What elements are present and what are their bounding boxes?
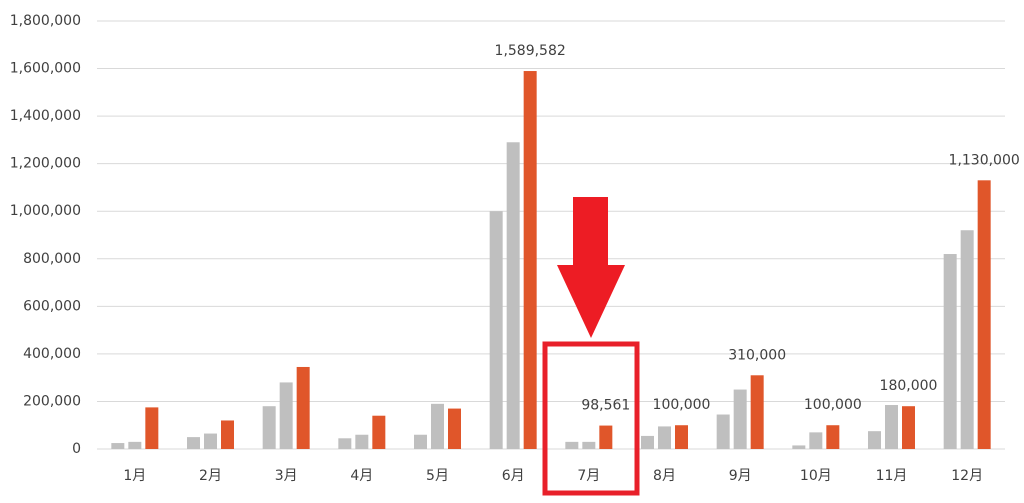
bar [372,415,386,449]
data-label: 1,130,000 [949,152,1020,168]
data-label: 100,000 [653,397,711,413]
bar [582,441,596,449]
y-tick-label: 1,200,000 [10,156,81,172]
data-label: 310,000 [728,347,786,363]
x-tick-label: 5月 [426,468,449,484]
x-tick-label: 6月 [502,468,525,484]
bar [675,425,688,449]
bar [262,406,276,449]
bar [960,230,974,449]
bar [792,445,806,449]
highlight-annotation [542,197,640,496]
highlight-box [542,341,640,496]
bar [431,403,444,449]
y-tick-label: 600,000 [23,298,81,314]
bar [658,426,671,449]
bar [565,441,579,449]
y-tick-label: 1,600,000 [10,61,81,77]
plot-area: 0 200,000 400,000 600,000 800,000 1,000,000 1,… [10,13,1020,484]
x-tick-label: 3月 [275,468,298,484]
bar [977,180,991,450]
x-tick-label: 4月 [350,468,373,484]
bar [128,441,142,449]
bar [809,432,823,449]
bar [868,431,881,449]
bar [414,434,427,449]
x-tick-label: 8月 [653,468,676,484]
bar [641,435,654,449]
bar [296,366,310,449]
bar [279,382,293,449]
bar [902,406,915,449]
y-tick-label: 400,000 [23,346,81,362]
bar [355,434,369,449]
data-label: 100,000 [804,397,862,413]
y-tick-label: 1,000,000 [10,203,81,219]
x-tick-label: 7月 [577,468,600,484]
y-tick-label: 0 [72,441,81,457]
bar [750,375,764,449]
data-label: 1,589,582 [495,43,566,59]
bar [221,420,234,449]
y-tick-label: 200,000 [23,393,81,409]
bar [187,437,200,449]
x-tick-label: 10月 [800,468,832,484]
x-tick-label: 11月 [876,468,908,484]
y-tick-label: 800,000 [23,251,81,267]
bar [506,142,520,449]
highlight-arrow [557,197,625,338]
data-label: 180,000 [880,378,938,394]
x-tick-label: 1月 [123,468,146,484]
bar [733,389,747,449]
bar [716,414,730,449]
bar [489,211,503,449]
data-label: 98,561 [581,398,630,414]
x-tick-label: 9月 [729,468,752,484]
bar [204,433,217,449]
x-tick-label: 12月 [951,468,983,484]
bar [599,425,613,449]
bar [523,71,537,450]
bar [111,443,125,449]
bar [448,408,461,449]
bar [826,425,840,449]
bar [338,438,352,449]
x-tick-label: 2月 [199,468,222,484]
bar [943,254,957,449]
bar [145,407,159,449]
bar [885,405,898,449]
y-tick-label: 1,400,000 [10,108,81,124]
y-tick-label: 1,800,000 [10,13,81,29]
